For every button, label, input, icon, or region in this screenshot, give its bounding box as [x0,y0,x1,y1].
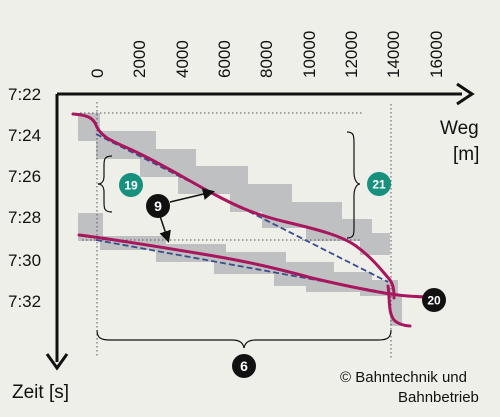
badge-20-label: 20 [427,294,441,308]
badge-20: 20 [422,288,446,312]
y-tick-728: 7:28 [8,208,41,227]
brace-left-19 [97,155,113,213]
copyright-line1: © Bahntechnik und [340,369,467,386]
y-tick-732: 7:32 [8,292,41,311]
x-tick-0: 0 [88,69,107,78]
y-tick-726: 7:26 [8,167,41,186]
x-axis-title-line1: Weg [440,118,479,139]
x-tick-14000: 14000 [384,31,403,78]
pointer-arrows [159,188,215,243]
y-tick-labels: 7:22 7:24 7:26 7:28 7:30 7:32 [8,85,41,311]
badge-19-label: 19 [124,179,138,193]
arrow-9-to-lower-path [159,215,171,243]
badge-21-label: 21 [372,178,386,192]
brace-bottom-6 [96,329,392,349]
trajectory-upper-train [71,112,396,300]
badge-21: 21 [367,172,391,196]
tolerance-band-upper-train [78,113,390,255]
copyright-line2: Bahnbetrieb [398,389,479,406]
brace-right-21 [346,131,361,239]
trajectory-lower-train [77,233,434,299]
badge-6: 6 [232,354,256,378]
y-axis-title: Zeit [s] [12,382,69,403]
badge-6-label: 6 [240,358,248,374]
actual-trajectories [71,112,434,328]
y-axis-arrow [45,353,69,371]
x-tick-10000: 10000 [300,31,319,78]
y-tick-724: 7:24 [8,126,41,145]
badge-9-label: 9 [154,198,162,214]
x-tick-2000: 2000 [130,40,149,78]
y-tick-730: 7:30 [8,251,41,270]
x-tick-8000: 8000 [257,40,276,78]
braces [96,131,392,349]
trajectory-lower-train-tail [386,284,412,328]
x-tick-16000: 16000 [427,31,446,78]
x-tick-12000: 12000 [342,31,361,78]
x-tick-labels: 0 2000 4000 6000 8000 10000 12000 14000 … [88,31,446,78]
x-axis-arrow [456,82,475,106]
reference-lines [80,102,392,358]
arrow-9-to-upper-path [169,188,215,203]
badge-19: 19 [119,173,143,197]
axes [45,82,475,371]
y-tick-722: 7:22 [8,85,41,104]
x-axis-title-line2: [m] [453,144,479,165]
x-tick-4000: 4000 [173,40,192,78]
badge-9: 9 [146,194,170,218]
x-tick-6000: 6000 [215,40,234,78]
